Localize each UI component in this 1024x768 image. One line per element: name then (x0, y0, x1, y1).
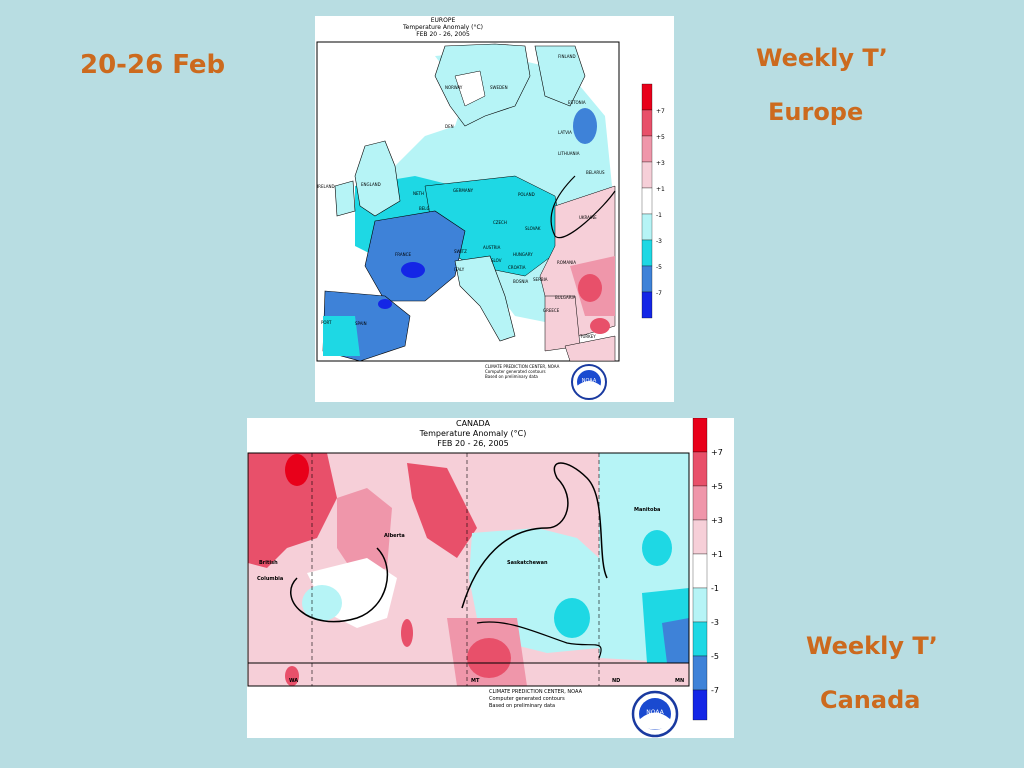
europe-noaa-logo: NOAA (571, 364, 607, 400)
canada-label-saskatchewan: Saskatchewan (507, 560, 548, 566)
europe-label-den: DEN (445, 124, 454, 129)
canada-label-columbia: Columbia (257, 576, 283, 582)
europe-map-graphic: EUROPE Temperature Anomaly (°C) FEB 20 -… (316, 17, 665, 400)
europe-credit-line1: CLIMATE PREDICTION CENTER, NOAA (485, 364, 560, 369)
europe-legend-m1: -1 (656, 212, 662, 219)
europe-label-hungary: HUNGARY (513, 252, 533, 257)
europe-label-italy: ITALY (454, 267, 465, 272)
canada-credit-line2: Computer generated contours (489, 696, 565, 702)
europe-label-norway: NORWAY (445, 85, 463, 90)
europe-label-neth: NETH (413, 191, 424, 196)
europe-legend-m5: -5 (656, 264, 662, 271)
europe-label-czech: CZECH (493, 220, 507, 225)
europe-label-finland: FINLAND (558, 54, 576, 59)
canada-legend-p5: +5 (711, 482, 723, 491)
canada-legend-m3: -3 (711, 618, 719, 627)
canada-map-graphic: CANADA Temperature Anomaly (°C) FEB 20 -… (247, 418, 723, 738)
europe-map-area (316, 41, 620, 362)
canada-legend: +7 +5 +3 +1 -1 -3 -5 -7 (692, 418, 723, 721)
europe-label-romania: ROMANIA (557, 260, 576, 265)
europe-label-lithuania: LITHUANIA (558, 151, 580, 156)
europe-map-period: FEB 20 - 26, 2005 (416, 31, 470, 38)
europe-legend-p1: +1 (656, 186, 665, 193)
canada-map-period: FEB 20 - 26, 2005 (437, 439, 508, 448)
canada-label-manitoba: Manitoba (634, 507, 660, 513)
europe-label-france: FRANCE (395, 252, 411, 257)
europe-label-sweden: SWEDEN (490, 85, 508, 90)
canada-noaa-text: NOAA (646, 709, 664, 716)
canada-heading-line1: Weekly T’ (806, 632, 938, 660)
europe-credit-line3: Based on preliminary data (485, 374, 538, 379)
canada-label-mn: MN (675, 678, 684, 684)
europe-legend-p7: +7 (656, 108, 665, 115)
europe-label-poland: POLAND (518, 192, 535, 197)
europe-legend-p5: +5 (656, 134, 665, 141)
europe-legend-m3: -3 (656, 238, 662, 245)
europe-noaa-text: NOAA (582, 378, 597, 384)
canada-legend-p3: +3 (711, 516, 723, 525)
europe-label-turkey: TURKEY (579, 334, 596, 339)
europe-label-latvia: LATVIA (558, 130, 572, 135)
europe-map-title: Temperature Anomaly (°C) (402, 24, 483, 31)
europe-label-serbia: SERBIA (533, 277, 548, 282)
canada-map-title: Temperature Anomaly (°C) (419, 429, 527, 438)
canada-credit-line1: CLIMATE PREDICTION CENTER, NOAA (489, 689, 583, 695)
europe-label-slov: SLOV (491, 258, 502, 263)
europe-label-bulgaria: BULGARIA (555, 295, 576, 300)
europe-label-bosnia: BOSNIA (513, 279, 529, 284)
europe-anomaly-map: EUROPE Temperature Anomaly (°C) FEB 20 -… (315, 16, 674, 402)
europe-label-belarus: BELARUS (586, 170, 605, 175)
canada-legend-p7: +7 (711, 448, 723, 457)
europe-heading-line2: Europe (768, 98, 864, 126)
canada-label-british: British (259, 560, 278, 566)
canada-credit-line3: Based on preliminary data (489, 703, 555, 709)
europe-label-croatia: CROATIA (508, 265, 526, 270)
canada-legend-m7: -7 (711, 686, 719, 695)
canada-label-wa: WA (289, 678, 298, 684)
europe-label-ireland: IRELAND (317, 184, 335, 189)
date-range-label: 20-26 Feb (80, 50, 226, 80)
canada-map-region: CANADA (456, 419, 491, 428)
europe-heading-line1: Weekly T’ (756, 44, 888, 72)
canada-label-alberta: Alberta (384, 533, 405, 539)
europe-label-austria: AUSTRIA (483, 245, 501, 250)
canada-noaa-logo: NOAA (631, 690, 679, 738)
europe-label-spain: SPAIN (355, 321, 367, 326)
europe-credit-line2: Computer generated contours (485, 369, 546, 374)
europe-legend-p3: +3 (656, 160, 665, 167)
europe-label-belg: BELG (419, 206, 430, 211)
canada-label-mt: MT (471, 678, 480, 684)
canada-heading-line2: Canada (820, 686, 921, 714)
canada-anomaly-map: CANADA Temperature Anomaly (°C) FEB 20 -… (247, 418, 734, 738)
europe-label-germany: GERMANY (453, 188, 474, 193)
europe-label-greece: GREECE (543, 308, 560, 313)
europe-label-england: ENGLAND (361, 182, 381, 187)
europe-label-port: PORT (321, 320, 332, 325)
canada-label-nd: ND (612, 678, 620, 684)
canada-legend-m1: -1 (711, 584, 719, 593)
europe-legend: +7 +5 +3 +1 -1 -3 -5 -7 (641, 83, 665, 319)
canada-map-area (247, 452, 690, 687)
europe-label-slovak: SLOVAK (525, 226, 541, 231)
canada-legend-p1: +1 (711, 550, 723, 559)
europe-map-region: EUROPE (431, 17, 456, 24)
canada-legend-m5: -5 (711, 652, 719, 661)
europe-label-switz: SWITZ (454, 249, 467, 254)
europe-label-ukraine: UKRAINE (579, 215, 597, 220)
europe-label-estonia: ESTONIA (568, 100, 586, 105)
europe-legend-m7: -7 (656, 290, 662, 297)
